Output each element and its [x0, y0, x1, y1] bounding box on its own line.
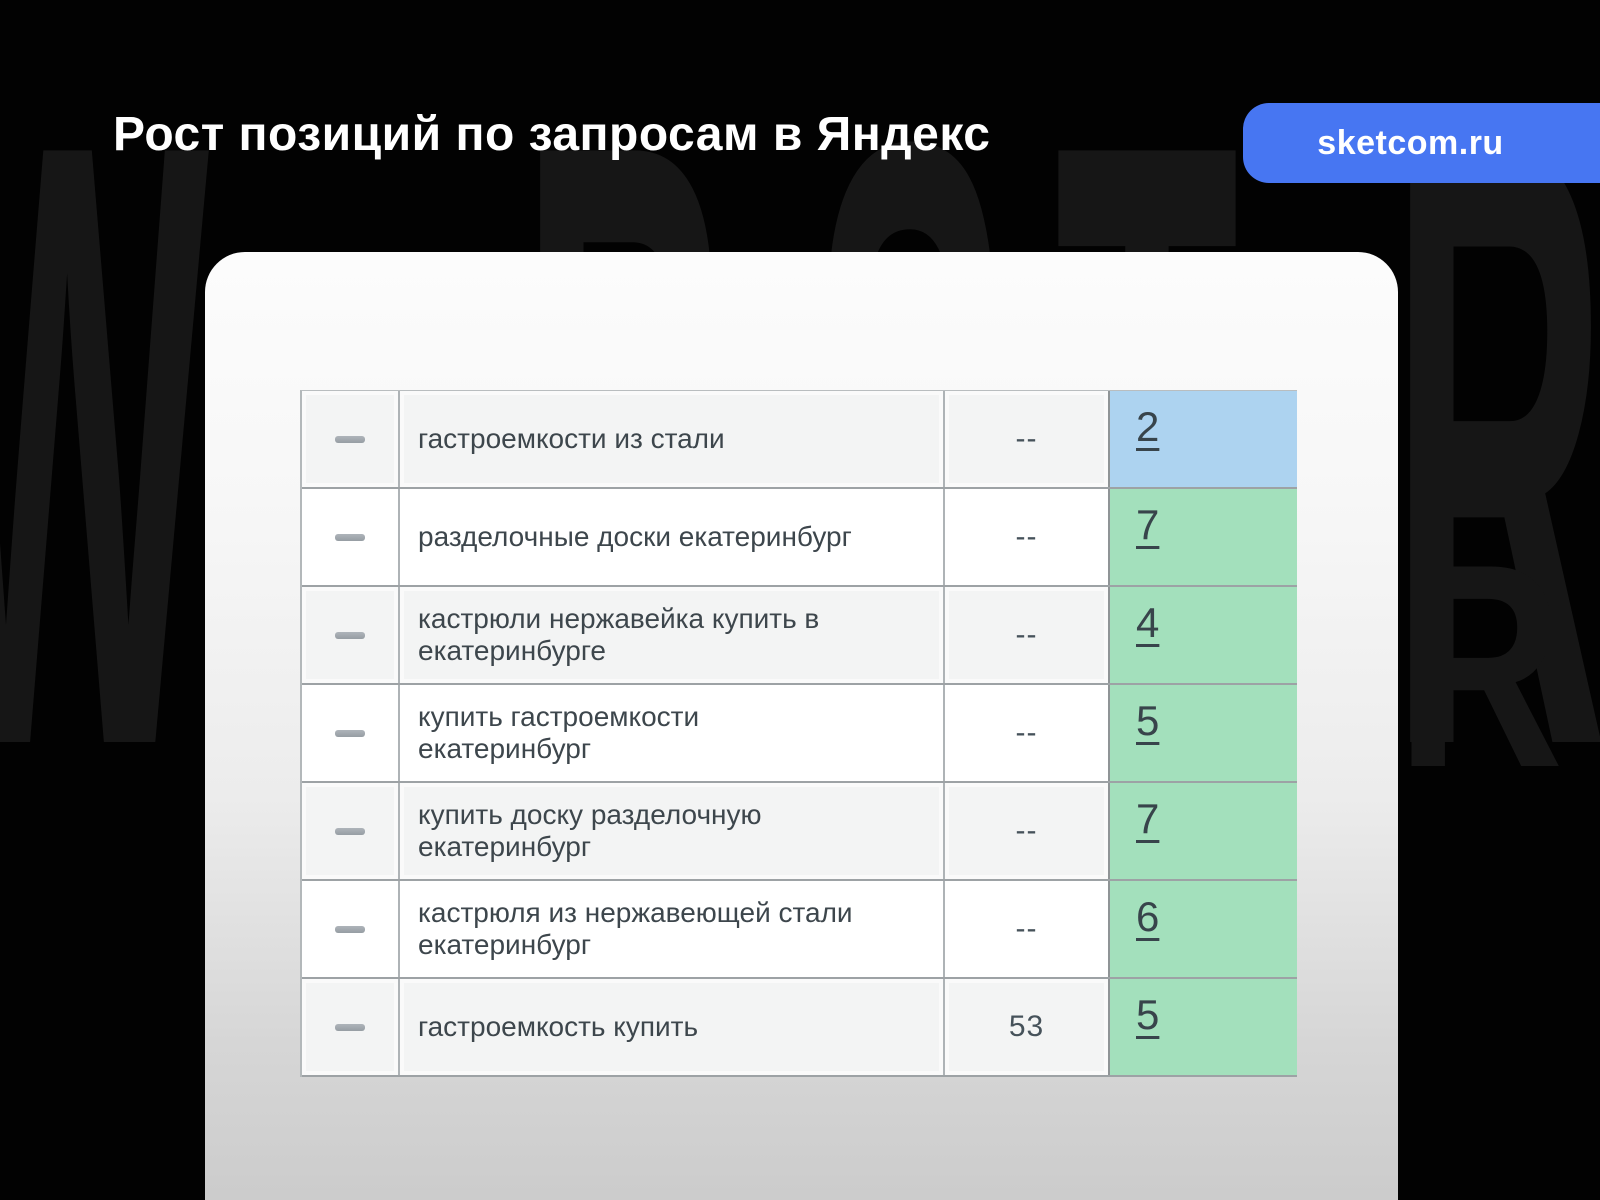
new-position-link[interactable]: 2 [1136, 403, 1160, 450]
new-position-link[interactable]: 5 [1136, 697, 1160, 744]
dash-icon [335, 533, 365, 541]
query-text: разделочные доски екатеринбург [418, 521, 852, 552]
old-position-cell: -- [945, 783, 1110, 879]
table-row: гастроемкость купить 53 5 [302, 979, 1297, 1077]
table-row: кастрюли нержавейка купить в екатеринбур… [302, 587, 1297, 685]
site-badge: sketcom.ru [1243, 103, 1600, 183]
old-position-cell: 53 [945, 979, 1110, 1075]
old-position: -- [1015, 520, 1038, 553]
new-position-link[interactable]: 7 [1136, 501, 1160, 548]
query-text: купить доску разделочную екатеринбург [418, 799, 762, 862]
new-position-cell: 6 [1110, 881, 1297, 977]
table-row: купить гастроемкости екатеринбург -- 5 [302, 685, 1297, 783]
query-cell: кастрюля из нержавеющей стали екатеринбу… [400, 881, 945, 977]
old-position-cell: -- [945, 881, 1110, 977]
watermark-partial-letter: R [1396, 504, 1564, 828]
site-badge-label: sketcom.ru [1317, 123, 1504, 162]
old-position: -- [1015, 422, 1038, 455]
dash-icon [335, 631, 365, 639]
new-position-cell: 5 [1110, 979, 1297, 1075]
query-cell: купить доску разделочную екатеринбург [400, 783, 945, 879]
query-text: кастрюли нержавейка купить в екатеринбур… [418, 603, 820, 666]
new-position-link[interactable]: 7 [1136, 795, 1160, 842]
page-title: Рост позиций по запросам в Яндекс [113, 108, 991, 161]
query-cell: кастрюли нержавейка купить в екатеринбур… [400, 587, 945, 683]
old-position: -- [1015, 716, 1038, 749]
table-row: купить доску разделочную екатеринбург --… [302, 783, 1297, 881]
query-cell: купить гастроемкости екатеринбург [400, 685, 945, 781]
query-text: гастроемкость купить [418, 1011, 699, 1042]
query-cell: гастроемкость купить [400, 979, 945, 1075]
old-position-cell: -- [945, 587, 1110, 683]
query-text: купить гастроемкости екатеринбург [418, 701, 700, 764]
screenshot-card: гастроемкости из стали -- 2 разделочные … [205, 252, 1398, 1200]
old-position: 53 [1008, 1010, 1045, 1043]
drag-handle-cell[interactable] [302, 979, 400, 1075]
positions-table: гастроемкости из стали -- 2 разделочные … [300, 390, 1297, 1077]
drag-handle-cell[interactable] [302, 685, 400, 781]
drag-handle-cell[interactable] [302, 881, 400, 977]
table-row: гастроемкости из стали -- 2 [302, 391, 1297, 489]
new-position-cell: 7 [1110, 783, 1297, 879]
old-position: -- [1015, 912, 1038, 945]
table-row: кастрюля из нержавеющей стали екатеринбу… [302, 881, 1297, 979]
new-position-cell: 5 [1110, 685, 1297, 781]
new-position-cell: 4 [1110, 587, 1297, 683]
drag-handle-cell[interactable] [302, 391, 400, 487]
query-text: кастрюля из нержавеющей стали екатеринбу… [418, 897, 853, 960]
query-cell: разделочные доски екатеринбург [400, 489, 945, 585]
old-position-cell: -- [945, 685, 1110, 781]
new-position-link[interactable]: 5 [1136, 991, 1160, 1038]
new-position-link[interactable]: 4 [1136, 599, 1160, 646]
old-position: -- [1015, 814, 1038, 847]
old-position: -- [1015, 618, 1038, 651]
dash-icon [335, 729, 365, 737]
drag-handle-cell[interactable] [302, 587, 400, 683]
dash-icon [335, 827, 365, 835]
table-body: гастроемкости из стали -- 2 разделочные … [302, 391, 1297, 1077]
old-position-cell: -- [945, 489, 1110, 585]
new-position-cell: 7 [1110, 489, 1297, 585]
drag-handle-cell[interactable] [302, 783, 400, 879]
dash-icon [335, 1023, 365, 1031]
old-position-cell: -- [945, 391, 1110, 487]
query-cell: гастроемкости из стали [400, 391, 945, 487]
table-row: разделочные доски екатеринбург -- 7 [302, 489, 1297, 587]
dash-icon [335, 435, 365, 443]
query-text: гастроемкости из стали [418, 423, 725, 454]
watermark-letter-w: W [0, 15, 209, 875]
new-position-link[interactable]: 6 [1136, 893, 1160, 940]
new-position-cell: 2 [1110, 391, 1297, 487]
drag-handle-cell[interactable] [302, 489, 400, 585]
dash-icon [335, 925, 365, 933]
